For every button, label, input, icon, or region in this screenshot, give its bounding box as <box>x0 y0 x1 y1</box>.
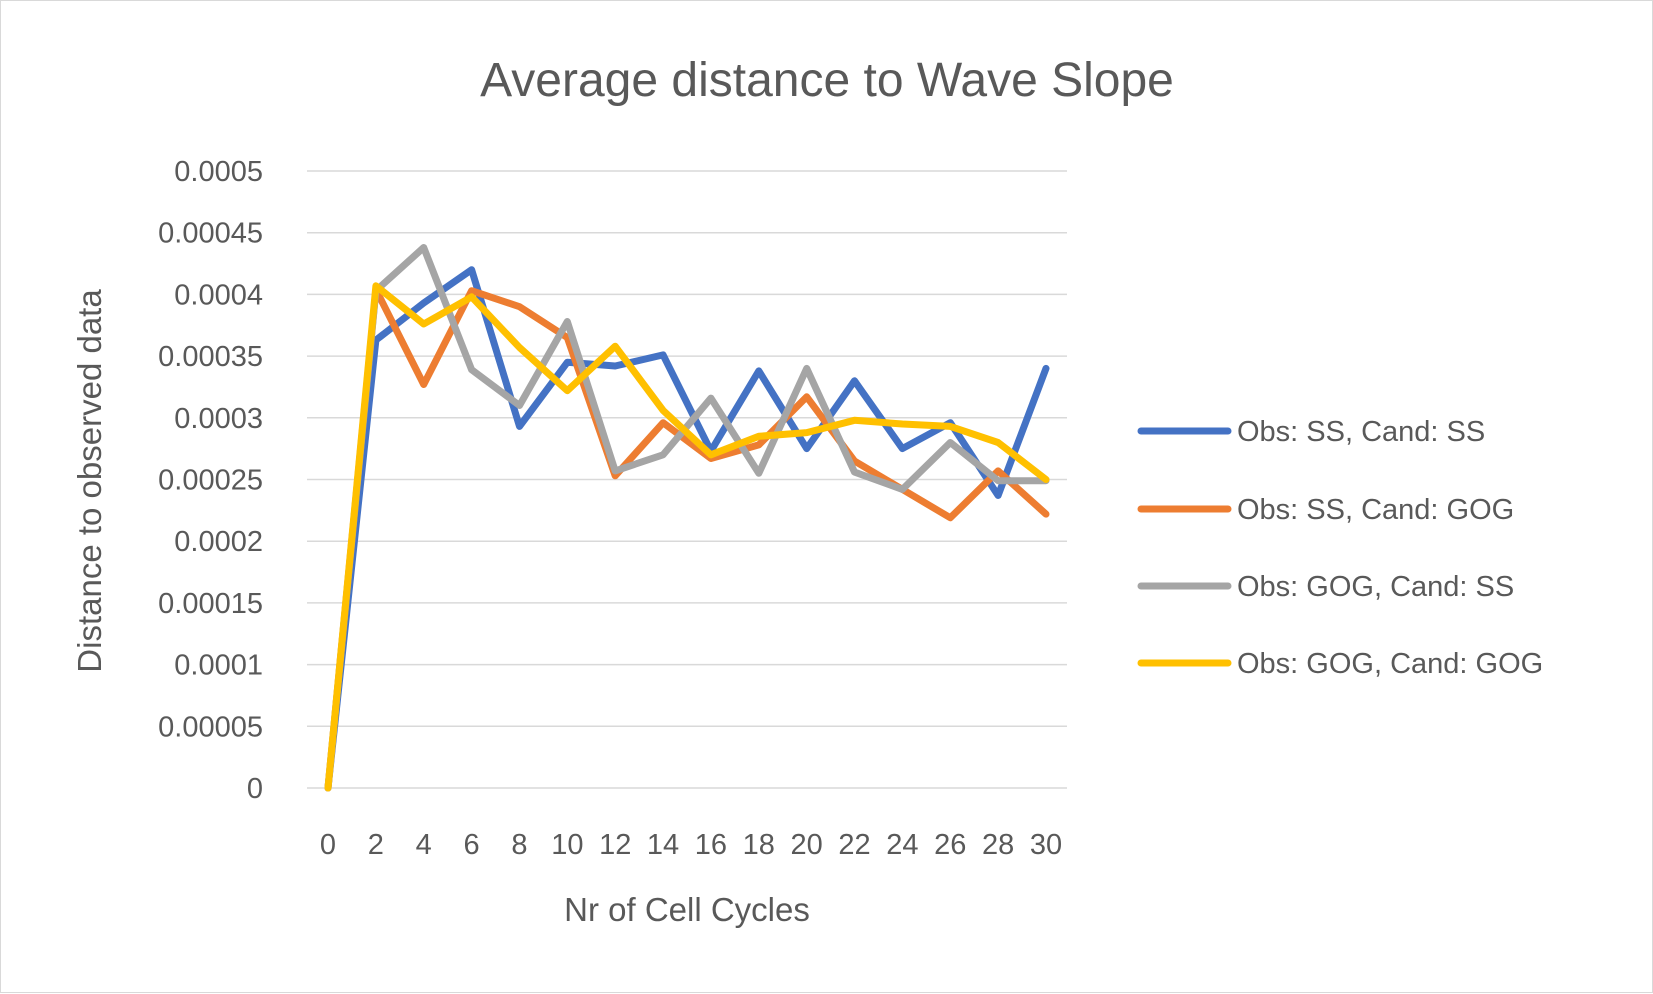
y-tick-label: 0.00035 <box>158 341 263 373</box>
x-tick-label: 16 <box>695 829 727 861</box>
y-tick-label: 0.00025 <box>158 465 263 497</box>
x-tick-label: 6 <box>464 829 480 861</box>
x-tick-label: 30 <box>1030 829 1062 861</box>
x-tick-label: 18 <box>743 829 775 861</box>
y-tick-label: 0.0001 <box>174 650 263 682</box>
x-tick-label: 2 <box>368 829 384 861</box>
legend: Obs: SS, Cand: SS Obs: SS, Cand: GOG Obs: … <box>1137 416 1543 680</box>
x-tick-label: 14 <box>647 829 679 861</box>
y-axis-title: Distance to observed data <box>71 289 108 673</box>
chart-title: Average distance to Wave Slope <box>480 54 1174 107</box>
x-tick-label: 24 <box>886 829 918 861</box>
y-tick-label: 0.00045 <box>158 218 263 250</box>
x-tick-label: 0 <box>320 829 336 861</box>
y-tick-label: 0.0004 <box>174 279 263 311</box>
legend-label-4: Obs: GOG, Cand: GOG <box>1237 648 1543 680</box>
legend-label-1: Obs: SS, Cand: SS <box>1237 416 1485 448</box>
y-tick-label: 0.00015 <box>158 588 263 620</box>
x-tick-label: 20 <box>791 829 823 861</box>
series-line-1 <box>324 266 1050 792</box>
x-tick-label: 22 <box>838 829 870 861</box>
y-tick-label: 0 <box>247 773 263 805</box>
legend-label-3: Obs: GOG, Cand: SS <box>1237 571 1514 603</box>
x-tick-label: 12 <box>599 829 631 861</box>
x-axis-title: Nr of Cell Cycles <box>564 891 810 928</box>
x-tick-label: 8 <box>511 829 527 861</box>
y-tick-label: 0.0005 <box>174 156 263 188</box>
y-axis-ticks: 0 0.00005 0.0001 0.00015 0.0002 0.00025 0.0003… <box>158 156 263 805</box>
plot-series <box>324 244 1050 792</box>
x-tick-label: 4 <box>416 829 432 861</box>
x-tick-label: 28 <box>982 829 1014 861</box>
y-tick-label: 0.0003 <box>174 403 263 435</box>
series-line-3 <box>324 244 1050 792</box>
x-tick-label: 26 <box>934 829 966 861</box>
y-tick-label: 0.0002 <box>174 526 263 558</box>
x-axis-ticks: 0 2 4 6 8 10 12 14 16 18 20 22 24 26 28 30 <box>320 829 1062 861</box>
legend-label-2: Obs: SS, Cand: GOG <box>1237 494 1514 526</box>
series-line-4 <box>324 282 1050 792</box>
x-tick-label: 10 <box>551 829 583 861</box>
series-line-2 <box>324 286 1050 792</box>
y-tick-label: 0.00005 <box>158 711 263 743</box>
gridlines <box>307 170 1067 728</box>
